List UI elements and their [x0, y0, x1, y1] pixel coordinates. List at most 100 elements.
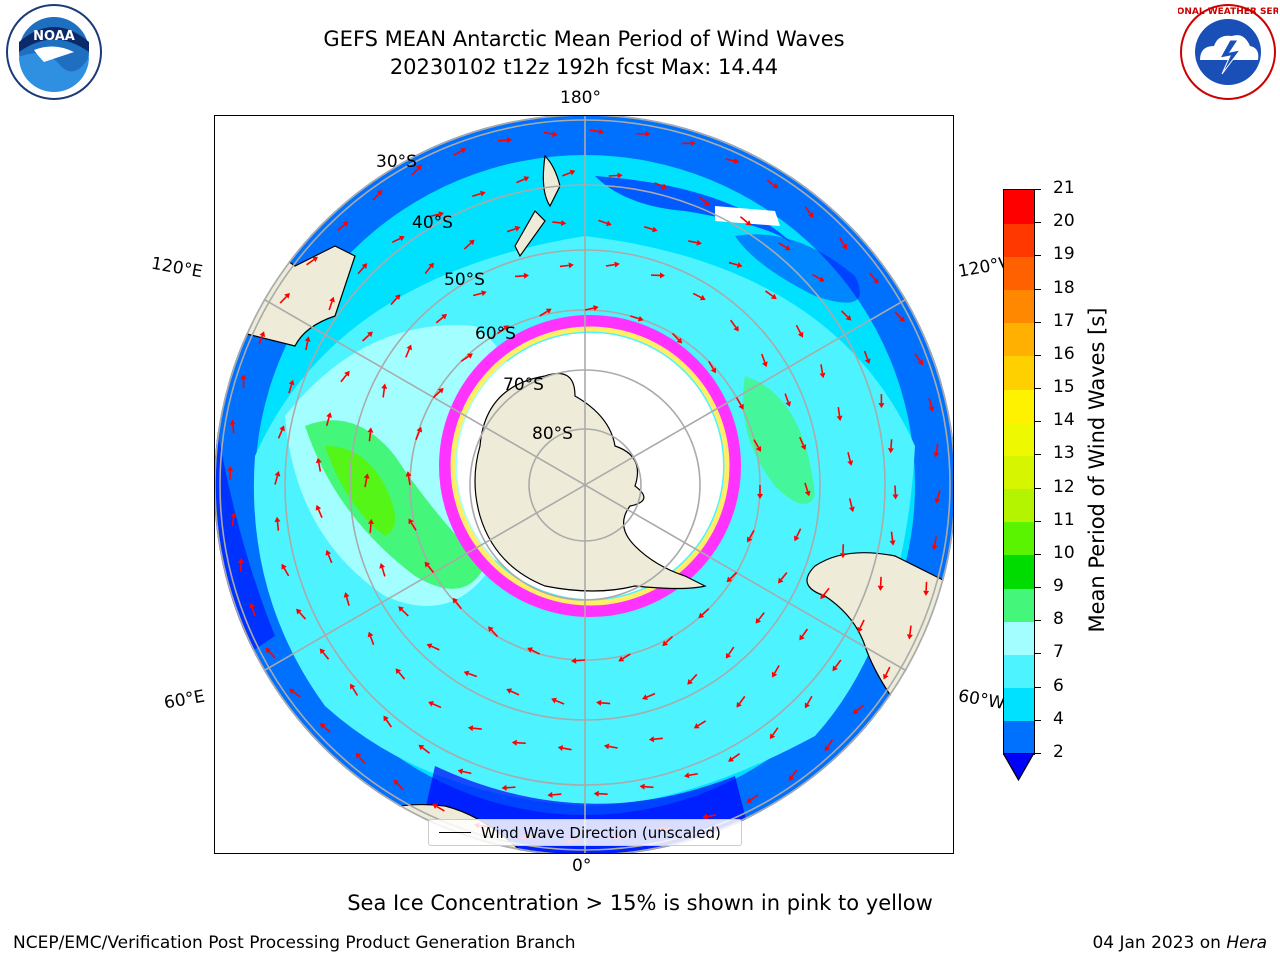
wind-wave-arrowhead	[274, 516, 281, 523]
colorbar-tick-mark	[1034, 487, 1041, 489]
wind-wave-arrow	[405, 348, 410, 358]
wind-wave-arrow	[909, 625, 912, 635]
wind-wave-arrowhead	[506, 137, 513, 144]
wind-wave-arrow	[390, 297, 398, 306]
new-zealand-land	[514, 154, 561, 258]
wind-wave-arrowhead	[687, 679, 693, 685]
lat-label-40s: 40°S	[412, 213, 453, 233]
date-text: 04 Jan 2023 on Hera	[1092, 933, 1267, 953]
wind-wave-arrow	[731, 753, 741, 760]
ocean-patch-9s-e	[743, 376, 815, 504]
date-label: 04 Jan 2023 on	[1092, 933, 1227, 953]
wind-wave-arrow	[490, 629, 499, 638]
wind-wave-arrowhead	[527, 647, 533, 653]
wind-wave-arrowhead	[452, 597, 459, 604]
wind-wave-arrowhead	[350, 683, 356, 690]
wind-wave-arrowhead	[845, 314, 852, 321]
wind-wave-arrowhead	[428, 262, 434, 269]
wind-wave-arrow	[764, 290, 774, 297]
wind-wave-arrowhead	[928, 406, 935, 412]
colorbar-tick-mark	[1034, 553, 1041, 555]
wind-wave-arrow	[688, 240, 698, 244]
wind-wave-arrow	[396, 782, 404, 791]
wind-wave-arrowhead	[343, 592, 350, 598]
wind-wave-arrowhead	[725, 652, 732, 659]
wind-wave-arrow	[327, 554, 333, 564]
colorbar-tick-mark	[1034, 222, 1041, 224]
wind-wave-arrow	[778, 242, 787, 249]
wind-wave-arrow	[357, 266, 365, 275]
wind-wave-arrowhead	[733, 158, 740, 164]
wind-wave-arrow	[773, 665, 780, 674]
colorbar-tick-mark	[1034, 753, 1041, 754]
wind-wave-arrow	[473, 292, 483, 297]
wind-wave-arrow	[298, 611, 307, 620]
colorbar-label: Mean Period of Wind Waves [s]	[1085, 307, 1109, 633]
wind-wave-arrowhead	[568, 262, 574, 269]
wind-wave-arrow	[820, 364, 824, 374]
wind-wave-arrowhead	[284, 292, 290, 299]
lat-label-70s: 70°S	[503, 375, 544, 395]
wind-wave-arrowhead	[857, 626, 863, 633]
colorbar-tick-label: 14	[1053, 410, 1075, 431]
wind-wave-arrow	[415, 431, 421, 441]
wind-wave-arrowhead	[523, 272, 530, 279]
wind-wave-arrowhead	[593, 790, 599, 797]
wind-wave-arrowhead	[479, 190, 486, 197]
wind-wave-arrow	[848, 498, 853, 508]
colorbar-tick-mark	[1034, 255, 1041, 257]
wind-wave-arrowhead	[755, 446, 762, 452]
wind-wave-arrowhead	[265, 647, 272, 654]
wind-wave-arrowhead	[593, 305, 599, 311]
wind-wave-arrow	[411, 167, 419, 176]
wind-wave-arrowhead	[571, 657, 577, 664]
legend-line-icon	[439, 832, 471, 833]
wind-wave-arrow	[826, 739, 834, 748]
wind-wave-arrowhead	[832, 665, 838, 672]
wind-wave-arrowhead	[398, 606, 404, 612]
wind-wave-arrow	[936, 489, 941, 500]
wind-wave-arrowhead	[800, 444, 807, 451]
colorbar-tick-label: 4	[1053, 708, 1064, 729]
colorbar-segment	[1004, 190, 1034, 224]
wind-wave-arrow	[630, 315, 640, 320]
wind-wave-arrowhead	[460, 148, 467, 154]
colorbar-tick-label: 12	[1053, 476, 1075, 497]
lon-label-0: 0°	[572, 856, 592, 876]
wind-wave-arrowhead	[304, 336, 311, 342]
wind-wave-arrow	[251, 607, 256, 617]
wind-wave-arrow	[605, 263, 615, 267]
wind-wave-arrow	[885, 666, 891, 676]
wind-wave-arrowhead	[432, 803, 439, 809]
wind-wave-arrow	[729, 571, 738, 580]
wind-wave-arrow	[531, 649, 541, 655]
wind-wave-arrowhead	[560, 219, 567, 226]
wind-wave-arrowhead	[818, 276, 825, 282]
wind-wave-arrow	[758, 612, 765, 621]
colorbar-segment	[1004, 322, 1034, 357]
wind-wave-arrowhead	[279, 425, 285, 432]
wind-wave-arrowhead	[383, 715, 389, 722]
wind-wave-arrow	[725, 158, 735, 162]
wind-wave-arrowhead	[259, 331, 266, 338]
wind-wave-arrowhead	[501, 784, 507, 791]
wind-wave-arrowhead	[873, 278, 879, 284]
wind-wave-arrow	[498, 139, 508, 142]
wind-wave-arrows	[227, 128, 941, 845]
wind-wave-arrow	[562, 747, 572, 751]
wind-wave-arrowhead	[933, 452, 940, 458]
wind-wave-arrowhead	[931, 544, 938, 551]
wind-wave-arrowhead	[899, 316, 905, 322]
nws-logo-text: NATIONAL WEATHER SERVICE	[1178, 7, 1278, 17]
wind-wave-arrowhead	[746, 797, 753, 803]
colorbar-tick-mark	[1034, 520, 1041, 522]
colorbar-tick-label: 18	[1053, 277, 1075, 298]
wind-wave-arrowhead	[557, 745, 564, 752]
wind-wave-arrow	[430, 645, 440, 651]
wind-wave-arrow	[317, 509, 323, 518]
wind-wave-arrow	[382, 388, 386, 398]
wind-wave-arrow	[432, 703, 442, 709]
wind-wave-arrowhead	[883, 673, 889, 680]
lon-label-60w: 60°W	[956, 686, 1007, 714]
colorbar-tick-mark	[1034, 388, 1041, 390]
